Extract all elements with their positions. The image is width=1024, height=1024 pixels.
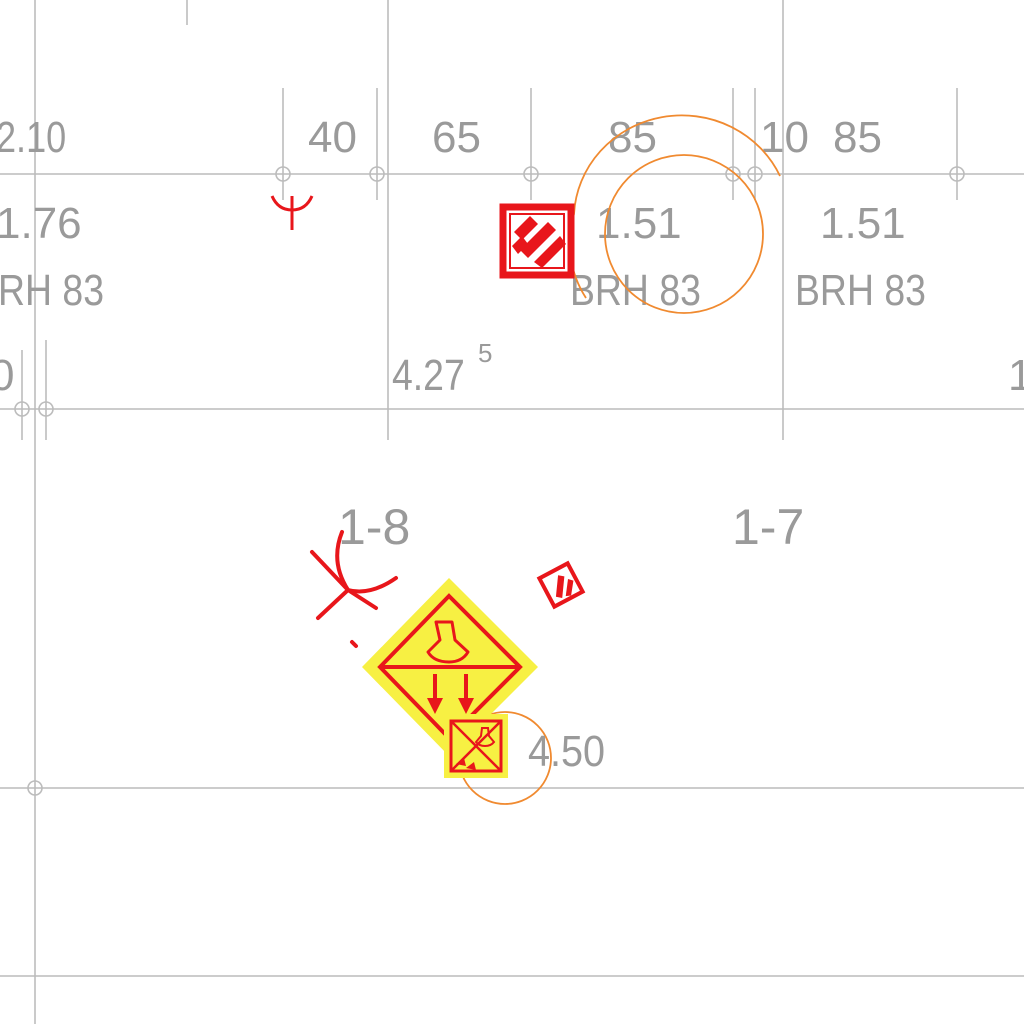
value-label: 1.51 bbox=[820, 199, 906, 248]
zone-label-1-8: 1-8 bbox=[338, 499, 410, 555]
large-hydrant-symbol-icon bbox=[310, 530, 398, 648]
grid-node bbox=[949, 166, 965, 182]
level-marker-label: 4.50 bbox=[528, 726, 605, 775]
door-swing-circle bbox=[604, 154, 764, 314]
code-label: BRH 83 bbox=[795, 265, 926, 315]
grid-node bbox=[275, 166, 291, 182]
value-label: 1.51 bbox=[596, 199, 682, 248]
extinguisher-box-icon bbox=[444, 714, 508, 778]
zone-label-1-7: 1-7 bbox=[732, 499, 804, 555]
fire-exit-door-icon bbox=[499, 203, 575, 279]
grid-node bbox=[14, 401, 30, 417]
code-label: RH 83 bbox=[0, 265, 104, 315]
edge-fragment-right: 1 bbox=[1008, 351, 1024, 400]
grid-node bbox=[38, 401, 54, 417]
grid-node bbox=[27, 780, 43, 796]
level-superscript: 5 bbox=[478, 338, 492, 368]
code-label: BRH 83 bbox=[570, 265, 701, 315]
top-row-labels: 2.10 40 65 85 10 85 1.76 1.51 1.51 RH 83… bbox=[0, 113, 1024, 400]
level-label: 4.27 bbox=[392, 350, 465, 400]
value-label: 1.76 bbox=[0, 199, 82, 248]
dim-label: 85 bbox=[833, 113, 882, 162]
grid-node bbox=[747, 166, 763, 182]
grid-node bbox=[725, 166, 741, 182]
grid-node bbox=[369, 166, 385, 182]
hydrant-symbol-icon bbox=[270, 195, 314, 230]
dim-label: 40 bbox=[308, 113, 357, 162]
dim-label: 10 bbox=[760, 113, 809, 162]
edge-fragment-left: 0 bbox=[0, 351, 14, 400]
dim-label: 2.10 bbox=[0, 113, 66, 162]
dim-label: 65 bbox=[432, 113, 481, 162]
grid-node bbox=[523, 166, 539, 182]
small-exit-sign-icon bbox=[536, 560, 586, 610]
